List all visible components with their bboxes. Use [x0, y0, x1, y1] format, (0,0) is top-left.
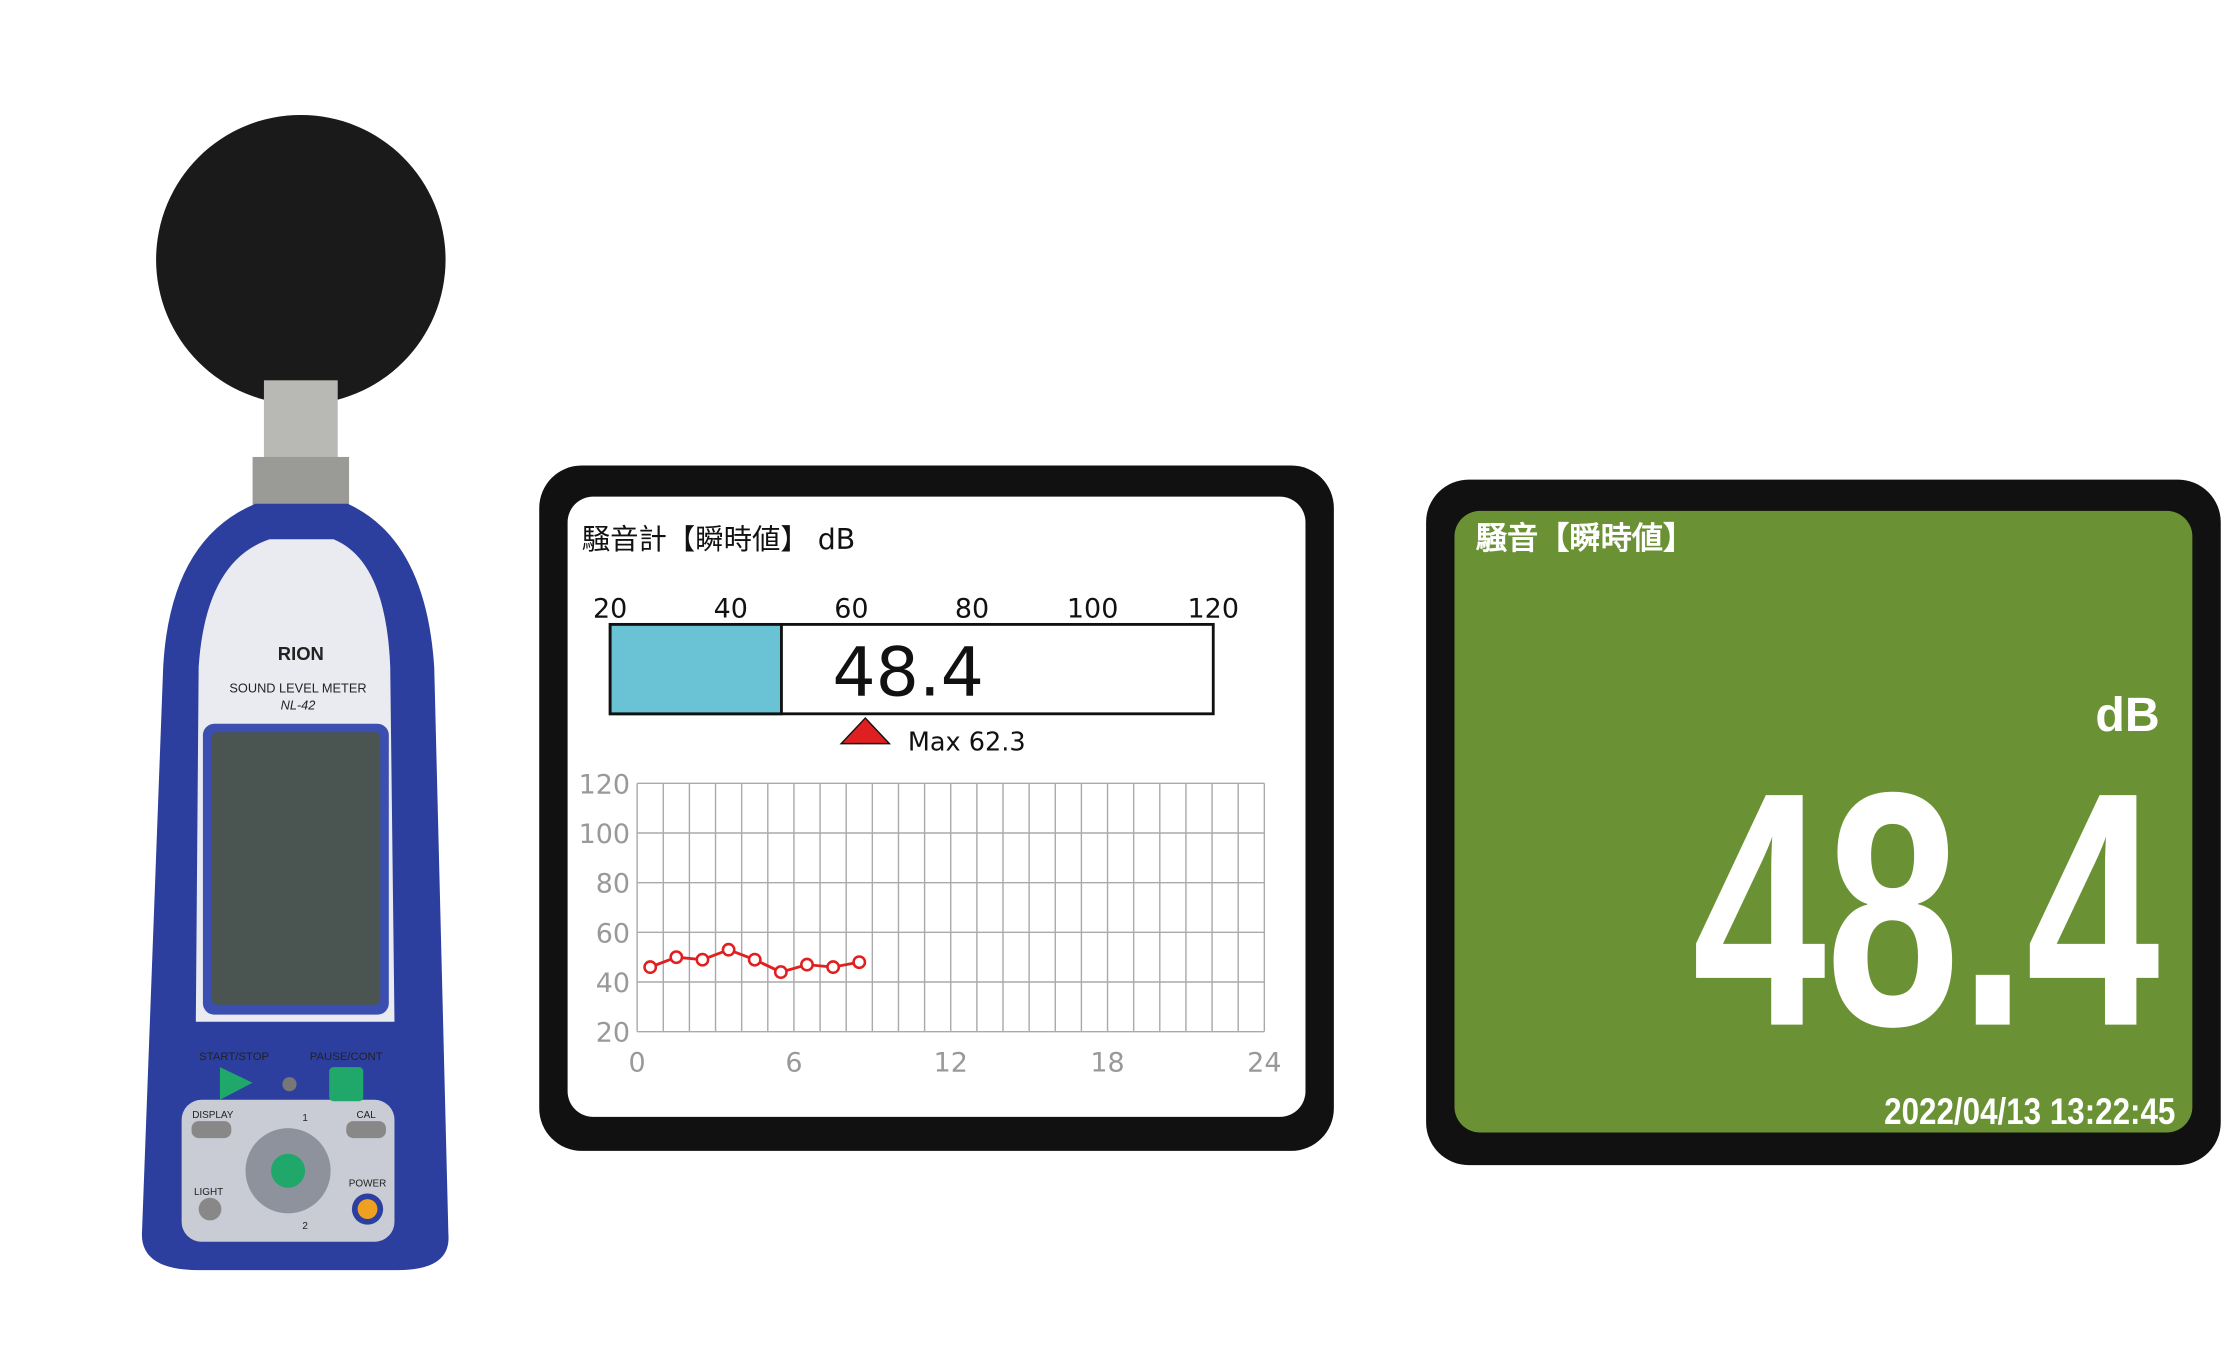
display-screen [1454, 510, 2193, 1133]
button-label: POWER [349, 1178, 386, 1189]
x-tick-label: 100 [1067, 593, 1118, 624]
data-point [773, 965, 788, 980]
y-tick-label: 100 [579, 819, 630, 850]
button-label: LIGHT [194, 1187, 223, 1198]
gauge-value: 48.4 [832, 633, 984, 712]
x-tick-label: 60 [834, 593, 868, 624]
x-tick-label: 24 [1247, 1047, 1281, 1078]
data-point [643, 960, 658, 975]
timestamp: 2022/04/13 13:22:45 [1884, 1092, 2175, 1133]
chart-title: 騒音計【瞬時値】 dB [582, 523, 855, 556]
data-point [721, 942, 736, 957]
display-unit: dB [2095, 688, 2159, 742]
data-point [747, 952, 762, 967]
model: NL-42 [281, 698, 316, 713]
data-point [852, 955, 867, 970]
y-tick-label: 80 [596, 869, 630, 900]
data-point [826, 960, 841, 975]
x-tick-label: 20 [593, 593, 627, 624]
button-label: PAUSE/CONT [310, 1051, 383, 1063]
button-label: DISPLAY [192, 1110, 234, 1121]
x-tick-label: 6 [785, 1047, 802, 1078]
x-tick-label: 120 [1188, 593, 1239, 624]
panel-screen [567, 496, 1306, 1117]
x-tick-label: 0 [629, 1047, 646, 1078]
display-title: 騒音【瞬時値】 [1476, 521, 1694, 556]
button-label: 2 [302, 1221, 308, 1232]
data-point [800, 957, 814, 972]
sound-level-meter: RION SOUND LEVEL METER NL-42 START/STOP … [141, 114, 449, 1271]
data-point [695, 952, 710, 967]
max-marker [839, 717, 892, 745]
data-point [669, 950, 684, 965]
y-tick-label: 40 [596, 968, 630, 999]
max-label: Max 62.3 [908, 728, 1026, 758]
x-tick-label: 18 [1090, 1047, 1124, 1078]
brand: RION [278, 643, 324, 664]
gauge-bar [608, 622, 783, 716]
button-label: 1 [302, 1113, 308, 1124]
y-tick-label: 120 [579, 769, 630, 800]
display-value: 48.4 [1692, 723, 2161, 1096]
y-tick-label: 60 [596, 918, 630, 949]
x-tick-label: 12 [934, 1047, 968, 1078]
button-label: CAL [356, 1110, 376, 1121]
product-name: SOUND LEVEL METER [229, 681, 366, 696]
x-tick-label: 40 [714, 593, 748, 624]
y-tick-label: 20 [596, 1018, 630, 1049]
x-tick-label: 80 [955, 593, 989, 624]
button-label: START/STOP [199, 1051, 269, 1063]
